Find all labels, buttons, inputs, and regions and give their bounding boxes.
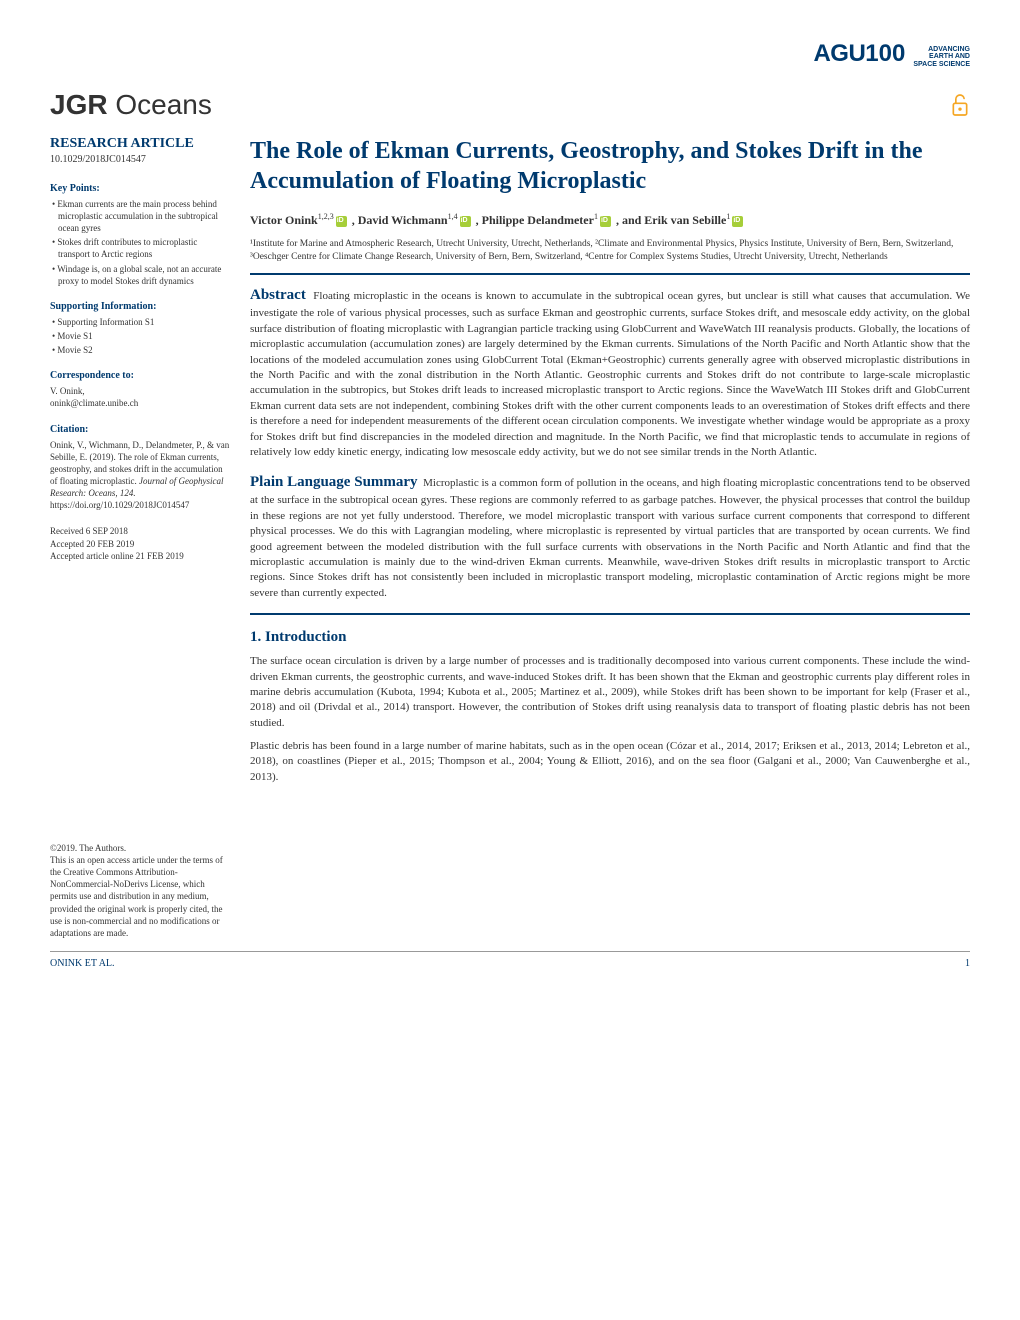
- list-item: Ekman currents are the main process behi…: [50, 198, 230, 234]
- open-access-lock-icon: [950, 93, 970, 117]
- date-accepted: Accepted 20 FEB 2019: [50, 538, 230, 550]
- dates: Received 6 SEP 2018 Accepted 20 FEB 2019…: [50, 525, 230, 561]
- orcid-icon[interactable]: [336, 216, 347, 227]
- copyright-block: ©2019. The Authors. This is an open acce…: [50, 842, 230, 939]
- orcid-icon[interactable]: [600, 216, 611, 227]
- copyright-line: ©2019. The Authors.: [50, 842, 230, 854]
- article-type: RESEARCH ARTICLE: [50, 136, 230, 152]
- correspondence-heading: Correspondence to:: [50, 370, 230, 381]
- footer-page-number: 1: [965, 958, 970, 969]
- doi: 10.1029/2018JC014547: [50, 154, 230, 165]
- date-received: Received 6 SEP 2018: [50, 525, 230, 537]
- keypoints-list: Ekman currents are the main process behi…: [50, 198, 230, 287]
- sidebar: RESEARCH ARTICLE 10.1029/2018JC014547 Ke…: [50, 136, 230, 939]
- list-item: Movie S2: [50, 344, 230, 356]
- journal-row: JGR Oceans: [50, 89, 970, 121]
- agu-text: AGU: [813, 40, 865, 67]
- plain-language-summary: Plain Language Summary Microplastic is a…: [250, 472, 970, 601]
- list-item: Windage is, on a global scale, not an ac…: [50, 263, 230, 287]
- orcid-icon[interactable]: [460, 216, 471, 227]
- supporting-list: Supporting Information S1 Movie S1 Movie…: [50, 316, 230, 356]
- page-footer: ONINK ET AL. 1: [50, 951, 970, 969]
- date-online: Accepted article online 21 FEB 2019: [50, 550, 230, 562]
- agu-tagline: ADVANCING EARTH AND SPACE SCIENCE: [913, 46, 970, 69]
- abstract-label: Abstract: [250, 287, 306, 303]
- divider: [250, 273, 970, 275]
- list-item: Supporting Information S1: [50, 316, 230, 328]
- citation-heading: Citation:: [50, 424, 230, 435]
- license-text: This is an open access article under the…: [50, 854, 230, 939]
- abstract-paragraph: Abstract Floating microplastic in the oc…: [250, 285, 970, 460]
- list-item: Movie S1: [50, 330, 230, 342]
- list-item: Stokes drift contributes to microplastic…: [50, 236, 230, 260]
- correspondence-email: onink@climate.unibe.ch: [50, 397, 230, 409]
- main-content: The Role of Ekman Currents, Geostrophy, …: [250, 136, 970, 939]
- pls-label: Plain Language Summary: [250, 474, 418, 490]
- footer-authors: ONINK ET AL.: [50, 958, 115, 969]
- citation-text: Onink, V., Wichmann, D., Delandmeter, P.…: [50, 439, 230, 512]
- correspondence-name: V. Onink,: [50, 385, 230, 397]
- affiliations: ¹Institute for Marine and Atmospheric Re…: [250, 238, 970, 264]
- authors: Victor Onink1,2,3 , David Wichmann1,4 , …: [250, 212, 970, 228]
- supporting-heading: Supporting Information:: [50, 301, 230, 312]
- header-logos: AGU100 ADVANCING EARTH AND SPACE SCIENCE: [50, 40, 970, 69]
- journal-title: JGR Oceans: [50, 89, 212, 121]
- agu-hundred: 100: [865, 40, 905, 67]
- agu-logo: AGU100 ADVANCING EARTH AND SPACE SCIENCE: [813, 40, 970, 69]
- paper-title: The Role of Ekman Currents, Geostrophy, …: [250, 136, 970, 196]
- divider: [250, 613, 970, 615]
- section-heading-intro: 1. Introduction: [250, 629, 970, 646]
- intro-para-1: The surface ocean circulation is driven …: [250, 654, 970, 731]
- intro-para-2: Plastic debris has been found in a large…: [250, 739, 970, 785]
- orcid-icon[interactable]: [732, 216, 743, 227]
- keypoints-heading: Key Points:: [50, 183, 230, 194]
